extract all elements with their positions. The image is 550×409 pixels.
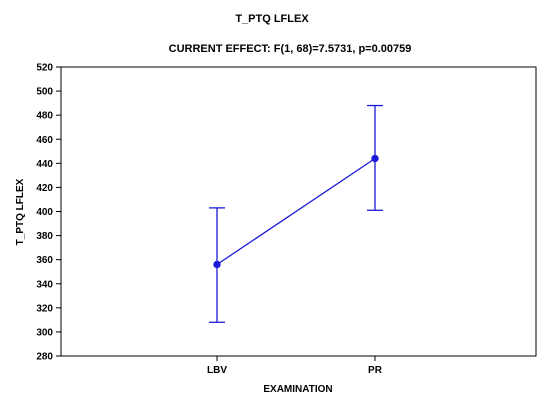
chart-title: T_PTQ LFLEX (235, 13, 309, 25)
y-tick-label: 420 (36, 183, 53, 194)
y-tick-label: 320 (36, 303, 53, 314)
y-axis: 280 300 320 340 360 380 400 420 440 460 480 500 520 (36, 63, 61, 363)
y-tick-label: 340 (36, 279, 53, 290)
data-point (371, 154, 379, 163)
x-tick-label: PR (368, 365, 383, 376)
y-tick-label: 380 (36, 231, 53, 242)
chart-subtitle: CURRENT EFFECT: F(1, 68)=7.5731, p=0.007… (169, 43, 412, 55)
y-tick-label: 480 (36, 111, 53, 122)
y-tick-label: 500 (36, 87, 53, 98)
series-layer (209, 104, 383, 323)
y-tick-label: 280 (36, 352, 53, 363)
y-tick-label: 520 (36, 63, 53, 74)
y-tick-label: 400 (36, 207, 53, 218)
series-line (216, 157, 376, 266)
y-tick-label: 440 (36, 159, 53, 170)
y-axis-label: T_PTQ LFLEX (15, 178, 26, 245)
data-point (213, 260, 221, 269)
y-tick-label: 460 (36, 135, 53, 146)
x-axis: LBV PR (207, 356, 383, 376)
y-tick-label: 300 (36, 327, 53, 338)
y-tick-label: 360 (36, 255, 53, 266)
x-tick-label: LBV (207, 365, 227, 376)
x-axis-label: EXAMINATION (263, 384, 332, 395)
